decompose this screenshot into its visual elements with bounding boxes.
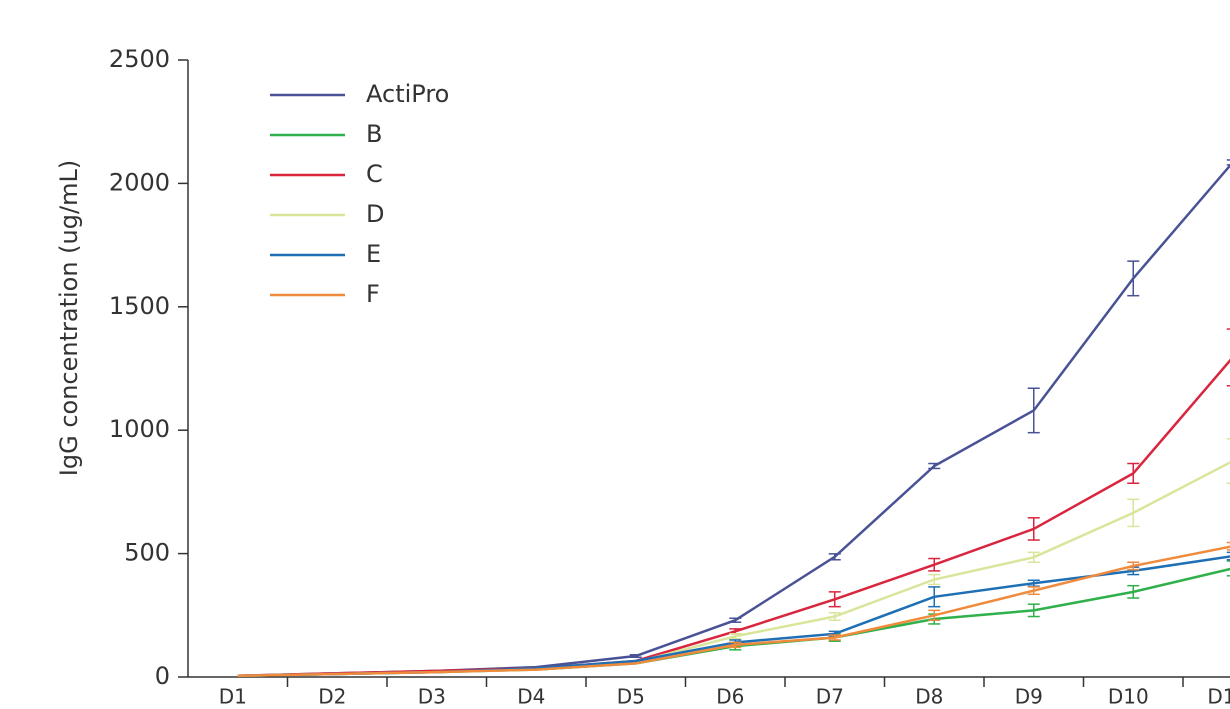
series-line — [237, 358, 1230, 678]
y-tick-label: 2500 — [109, 45, 170, 73]
y-tick-label: 1500 — [109, 292, 170, 320]
x-tick-label: D4 — [517, 685, 545, 709]
x-tick-label: D6 — [716, 685, 744, 709]
series-line — [237, 555, 1230, 678]
legend-label: C — [366, 160, 383, 188]
y-tick-label: 0 — [155, 662, 170, 690]
series-line — [237, 163, 1230, 678]
legend-label: B — [366, 120, 382, 148]
x-tick-label: D5 — [617, 685, 645, 709]
x-tick-label: D3 — [418, 685, 446, 709]
y-tick-label: 2000 — [109, 168, 170, 196]
series-line — [237, 545, 1230, 678]
y-axis-label: IgG concentration (ug/mL) — [55, 160, 83, 476]
x-tick-label: D11 — [1207, 685, 1230, 709]
x-tick-label: D1 — [219, 685, 247, 709]
x-tick-label: D9 — [1015, 685, 1043, 709]
legend-label: E — [366, 240, 381, 268]
x-tick-label: D10 — [1108, 685, 1149, 709]
legend-label: F — [366, 280, 380, 308]
y-tick-label: 1000 — [109, 415, 170, 443]
legend-label: ActiPro — [366, 80, 449, 108]
x-tick-label: D7 — [816, 685, 844, 709]
legend-label: D — [366, 200, 384, 228]
x-tick-label: D2 — [318, 685, 346, 709]
y-tick-label: 500 — [124, 539, 170, 567]
x-tick-label: D8 — [915, 685, 943, 709]
